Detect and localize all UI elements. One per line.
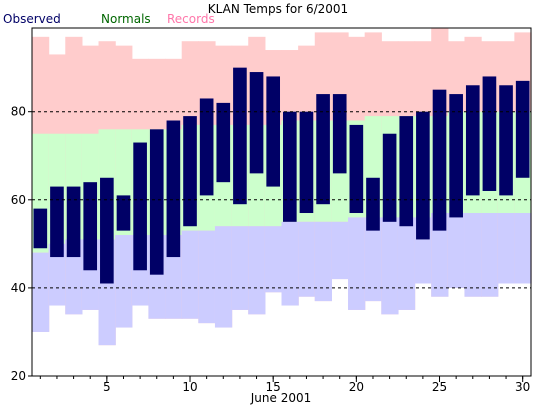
- normal-low-band: [431, 213, 449, 297]
- normal-low-band: [214, 226, 233, 328]
- normal-low-band: [248, 226, 266, 315]
- observed-bar: [465, 85, 480, 196]
- normal-low-band: [481, 213, 499, 297]
- x-tick-label: 30: [515, 380, 530, 394]
- plot-area: [32, 28, 532, 346]
- observed-bar: [216, 102, 231, 183]
- observed-bar: [366, 177, 380, 231]
- normal-low-band: [48, 243, 66, 306]
- observed-bar: [349, 124, 364, 214]
- normal-low-band: [65, 239, 83, 315]
- normal-low-band: [364, 217, 382, 302]
- normal-low-band: [32, 252, 50, 332]
- normal-low-band: [514, 213, 532, 284]
- observed-bar: [316, 94, 330, 205]
- observed-bar: [100, 177, 114, 284]
- legend-normals: Normals: [101, 12, 151, 26]
- x-tick-label: 5: [103, 380, 111, 394]
- observed-bar: [116, 195, 131, 231]
- normal-low-band: [198, 230, 216, 324]
- observed-bar: [50, 186, 64, 258]
- normal-low-band: [447, 213, 466, 288]
- legend-observed: Observed: [3, 12, 61, 26]
- observed-bar: [499, 85, 513, 196]
- x-tick-label: 10: [182, 380, 197, 394]
- normal-low-band: [264, 226, 283, 293]
- x-tick-label: 15: [266, 380, 281, 394]
- observed-bar: [149, 129, 164, 275]
- observed-bar: [83, 182, 98, 271]
- x-axis-label: June 2001: [250, 391, 312, 405]
- axis-ticks: 20 40 60 80 5 10 15 20 25 30: [11, 105, 531, 394]
- normal-low-band: [464, 213, 482, 297]
- observed-bar: [382, 133, 397, 222]
- observed-bar: [166, 120, 181, 258]
- y-tick-label: 40: [11, 281, 26, 295]
- normal-low-band: [298, 221, 316, 297]
- x-tick-label: 25: [432, 380, 447, 394]
- observed-bar: [183, 116, 197, 227]
- observed-bar: [432, 89, 447, 231]
- observed-bar: [249, 72, 264, 174]
- normal-low-band: [314, 221, 332, 302]
- observed-bar: [515, 80, 530, 178]
- observed-bar: [449, 94, 463, 218]
- observed-bar: [33, 208, 48, 249]
- normal-low-band: [381, 217, 399, 315]
- observed-bar: [66, 186, 81, 258]
- observed-bar: [266, 76, 281, 187]
- normal-low-band: [497, 213, 515, 284]
- observed-bar: [416, 111, 430, 240]
- normal-low-band: [397, 217, 416, 310]
- normal-low-band: [181, 230, 199, 319]
- normal-low-band: [348, 217, 366, 310]
- observed-bar: [332, 94, 347, 174]
- normal-low-band: [331, 221, 349, 280]
- observed-bar: [299, 111, 314, 214]
- observed-bar: [482, 76, 497, 191]
- normal-low-band: [231, 226, 249, 310]
- plot-frame: [31, 27, 532, 377]
- y-tick-label: 20: [11, 369, 26, 383]
- x-tick-label: 20: [349, 380, 364, 394]
- observed-bar: [399, 116, 414, 227]
- gridlines: [32, 111, 531, 289]
- y-tick-label: 60: [11, 193, 26, 207]
- normal-low-band: [115, 235, 133, 328]
- observed-bar: [199, 98, 214, 196]
- chart-title: KLAN Temps for 6/2001: [208, 2, 348, 16]
- observed-bar: [282, 111, 297, 222]
- normal-low-band: [281, 221, 299, 306]
- y-tick-label: 80: [11, 105, 26, 119]
- observed-bar: [233, 67, 247, 205]
- legend-records: Records: [167, 12, 215, 26]
- observed-bar: [133, 142, 147, 271]
